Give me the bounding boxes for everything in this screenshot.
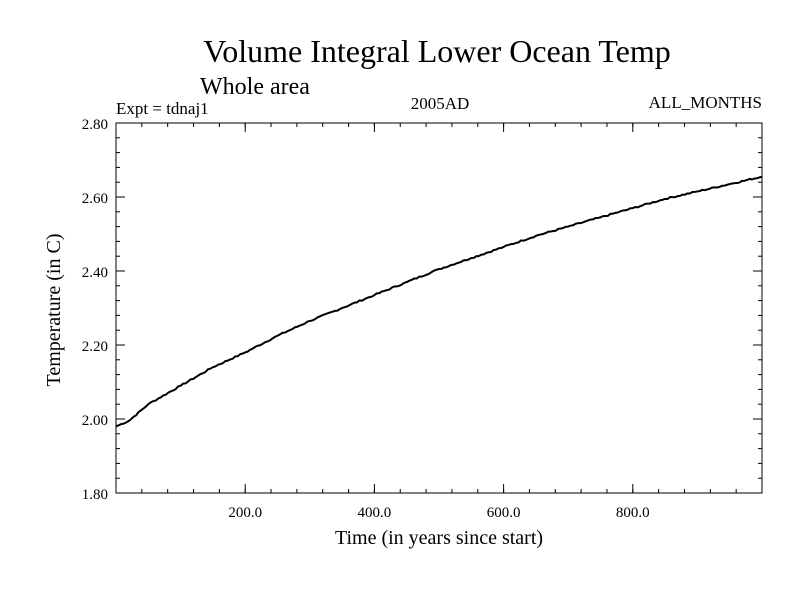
x-axis-tick-labels: 200.0 400.0 600.0 800.0 xyxy=(228,505,649,521)
y-tick-label: 2.00 xyxy=(82,413,108,429)
y-tick-label: 2.60 xyxy=(82,191,108,207)
x-axis-label: Time (in years since start) xyxy=(335,527,543,549)
date-label: 2005AD xyxy=(411,94,470,113)
x-tick-label: 800.0 xyxy=(616,505,650,521)
series-line xyxy=(115,175,763,428)
y-axis-tick-labels: 1.80 2.00 2.20 2.40 2.60 2.80 xyxy=(82,117,108,503)
x-tick-label: 600.0 xyxy=(487,505,521,521)
plot-frame xyxy=(115,122,763,494)
x-axis-ticks xyxy=(115,123,763,493)
chart-title: Volume Integral Lower Ocean Temp xyxy=(203,33,671,69)
y-tick-label: 2.40 xyxy=(82,265,108,281)
y-tick-label: 1.80 xyxy=(82,487,108,503)
months-label: ALL_MONTHS xyxy=(649,93,762,112)
y-axis-ticks xyxy=(116,122,762,494)
experiment-label: Expt = tdnaj1 xyxy=(116,99,209,118)
y-axis-label: Temperature (in C) xyxy=(43,234,65,387)
chart-subtitle: Whole area xyxy=(200,74,310,100)
x-tick-label: 400.0 xyxy=(358,505,392,521)
y-tick-label: 2.80 xyxy=(82,117,108,133)
y-tick-label: 2.20 xyxy=(82,339,108,355)
x-tick-label: 200.0 xyxy=(228,505,262,521)
